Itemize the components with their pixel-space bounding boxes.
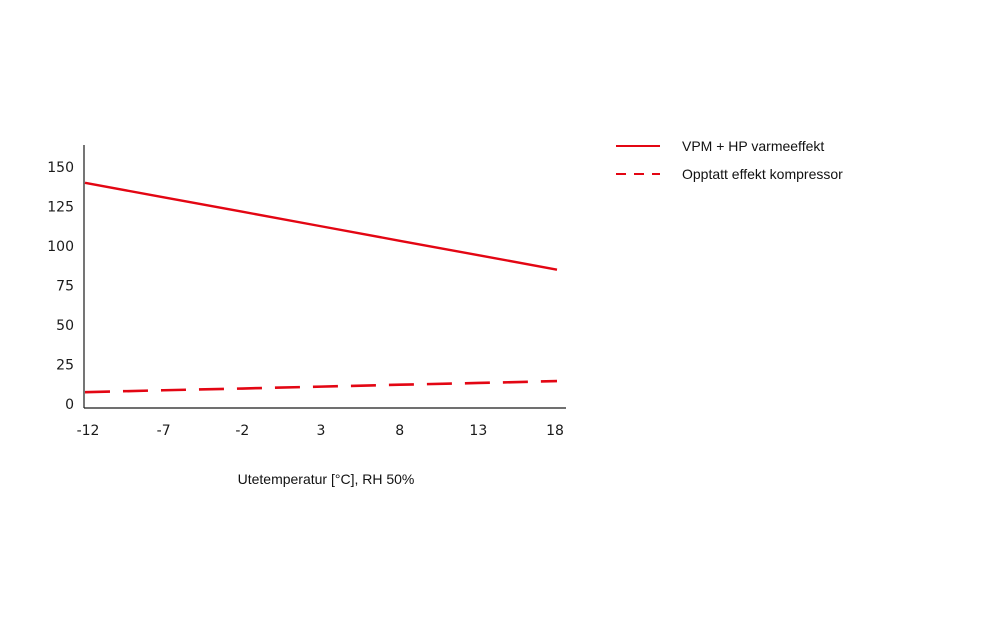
chart-series (84, 181, 558, 394)
y-tick-label: 25 (56, 358, 74, 374)
y-tick-label: 100 (47, 239, 74, 255)
y-tick-label: 50 (56, 318, 74, 334)
legend-swatch (616, 145, 660, 147)
y-tick-label: 75 (56, 279, 74, 295)
chart-legend: VPM + HP varmeeffekt Opptatt effekt kompr… (616, 132, 843, 188)
legend-label: Opptatt effekt kompressor (682, 166, 843, 182)
x-axis-ticks: -12 -7 -2 3 8 13 18 (77, 423, 564, 439)
x-tick-label: 18 (546, 423, 564, 439)
x-axis-label: Utetemperatur [°C], RH 50% (238, 471, 415, 487)
x-tick-label: -7 (157, 423, 171, 439)
y-tick-label: 0 (65, 397, 74, 413)
chart-axes (83, 145, 566, 409)
x-tick-label: 8 (395, 423, 404, 439)
legend-swatch (616, 173, 660, 175)
legend-item-2: Opptatt effekt kompressor (616, 160, 843, 188)
legend-label: VPM + HP varmeeffekt (682, 138, 825, 154)
y-tick-label: 150 (47, 160, 74, 176)
x-tick-label: 3 (317, 423, 326, 439)
y-tick-label: 125 (47, 200, 74, 216)
legend-item-1: VPM + HP varmeeffekt (616, 132, 843, 160)
y-axis-ticks: 0 25 50 75 100 125 150 (47, 160, 74, 413)
x-tick-label: 13 (469, 423, 487, 439)
x-tick-label: -12 (77, 423, 100, 439)
x-tick-label: -2 (235, 423, 249, 439)
